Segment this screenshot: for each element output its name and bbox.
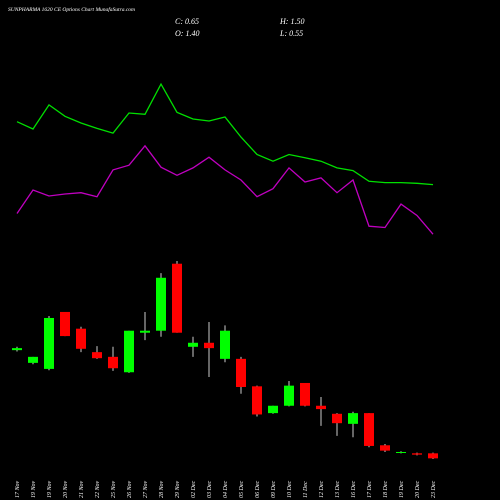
x-tick-label: 13 Dec (335, 481, 341, 498)
x-tick-label: 29 Nov (175, 480, 181, 498)
candle-body (108, 356, 118, 369)
x-tick-label: 05 Dec (239, 481, 245, 498)
candle-body (428, 453, 438, 459)
x-tick-label: 19 Nov (31, 480, 37, 498)
chart-title: SUNPHARMA 1620 CE Options Chart MunafaSu… (8, 6, 135, 13)
x-tick-label: 19 Nov (47, 480, 53, 498)
x-tick-label: 20 Dec (415, 481, 421, 498)
candle-body (220, 330, 230, 359)
candle-body (348, 413, 358, 424)
x-tick-label: 03 Dec (207, 481, 213, 498)
x-tick-label: 02 Dec (191, 481, 197, 498)
open-label: O: 1.40 (175, 29, 199, 38)
candle-body (92, 352, 102, 359)
x-tick-label: 20 Nov (63, 480, 69, 498)
x-tick-label: 21 Nov (79, 480, 85, 498)
x-tick-label: 28 Nov (159, 480, 165, 498)
candle-body (300, 382, 310, 406)
indicator-line (16, 144, 434, 235)
x-tick-label: 12 Dec (319, 481, 325, 498)
candle-body (236, 358, 246, 387)
candle-body (364, 413, 374, 446)
candle-body (380, 445, 390, 451)
candle-body (252, 386, 262, 415)
x-tick-label: 16 Dec (351, 481, 357, 498)
candle-body (332, 413, 342, 424)
high-label: H: 1.50 (279, 17, 304, 26)
candle-body (396, 451, 406, 453)
candle-body (204, 342, 214, 349)
candle-body (188, 342, 198, 347)
candle-body (156, 277, 166, 331)
candle-body (124, 330, 134, 373)
low-label: L: 0.55 (279, 29, 303, 38)
x-tick-label: 11 Dec (303, 481, 309, 498)
candle-body (284, 385, 294, 406)
x-tick-label: 27 Nov (143, 480, 149, 498)
x-tick-label: 17 Nov (15, 480, 21, 498)
candle-body (412, 453, 422, 455)
x-tick-label: 18 Dec (383, 481, 389, 498)
candle-body (76, 328, 86, 349)
x-tick-label: 10 Dec (287, 481, 293, 498)
x-tick-label: 17 Dec (367, 481, 373, 498)
candle-body (268, 405, 278, 414)
candle-body (12, 348, 22, 351)
x-tick-label: 26 Nov (127, 480, 133, 498)
x-tick-label: 06 Dec (255, 481, 261, 498)
candle-body (60, 311, 70, 337)
x-tick-label: 22 Nov (95, 480, 101, 498)
close-label: C: 0.65 (175, 17, 199, 26)
candle-body (28, 356, 38, 363)
x-tick-label: 19 Dec (399, 481, 405, 498)
x-tick-label: 04 Dec (222, 481, 229, 498)
candle-body (316, 405, 326, 410)
x-tick-label: 09 Dec (271, 481, 277, 498)
indicator-line (16, 82, 434, 186)
x-tick-label: 25 Nov (111, 480, 117, 498)
candle-body (44, 317, 54, 369)
candle-body (172, 263, 182, 333)
x-tick-label: 23 Dec (431, 481, 437, 498)
candle-body (140, 330, 150, 333)
